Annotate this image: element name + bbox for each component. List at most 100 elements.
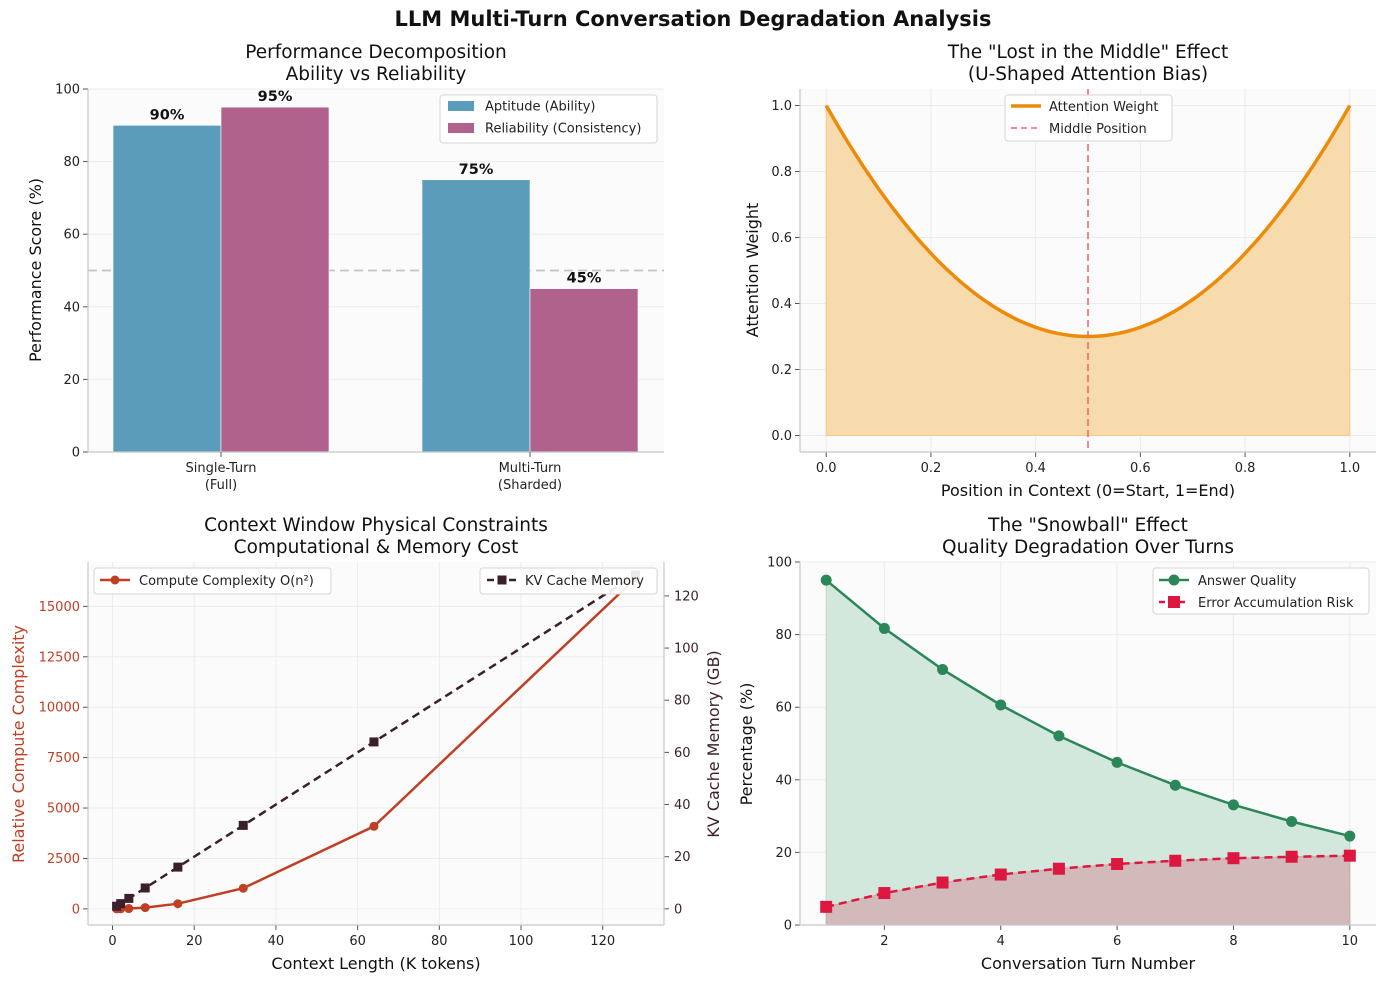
x-tick-label: 4 bbox=[997, 934, 1005, 949]
kv-cache-point bbox=[124, 893, 134, 903]
y-tick-label: 0.4 bbox=[771, 297, 792, 312]
y-axis-label: Attention Weight bbox=[743, 203, 762, 338]
x-tick-label: 2 bbox=[880, 934, 888, 949]
y-tick-label: 100 bbox=[55, 83, 80, 98]
legend-label: Compute Complexity O(n²) bbox=[139, 574, 314, 589]
y-axis-label-left: Relative Compute Complexity bbox=[9, 625, 28, 863]
panel-lost-in-the-middle: 0.0 0.2 0.4 0.6 0.8 1.0 0.0 0.2 0.4 0.6 0.8 1.0 Atte… bbox=[743, 42, 1376, 500]
chart-subtitle: Quality Degradation Over Turns bbox=[942, 537, 1234, 558]
x-axis-label: Context Length (K tokens) bbox=[271, 954, 480, 973]
bar-reliability-1 bbox=[529, 288, 639, 453]
error-risk-point bbox=[1111, 858, 1124, 871]
error-risk-point bbox=[936, 876, 949, 889]
chart-subtitle: Ability vs Reliability bbox=[286, 64, 467, 85]
figure-suptitle: LLM Multi-Turn Conversation Degradation … bbox=[395, 7, 992, 31]
error-risk-point bbox=[1227, 852, 1240, 865]
answer-quality-point bbox=[995, 699, 1007, 711]
bar-value-label: 95% bbox=[258, 89, 293, 105]
answer-quality-point bbox=[878, 622, 890, 634]
y-tick-label: 60 bbox=[775, 701, 792, 716]
y-tick-label: 0.0 bbox=[771, 429, 792, 444]
y-axis-label: Percentage (%) bbox=[737, 683, 756, 806]
error-risk-point bbox=[994, 868, 1007, 881]
legend-box bbox=[479, 567, 658, 595]
answer-quality-point bbox=[1053, 730, 1065, 742]
y-tick-label: 40 bbox=[63, 300, 80, 315]
y-tick-label: 12500 bbox=[39, 650, 80, 665]
bar-aptitude-0 bbox=[112, 125, 222, 453]
x-tick-label: 80 bbox=[431, 934, 448, 949]
y-tick-label: 80 bbox=[63, 155, 80, 170]
panel-context-window-constraints: 0 20 40 60 80 100 120 0 2500 5000 7500 10000 12500 15… bbox=[9, 515, 723, 973]
x-category-label: Single-Turn bbox=[185, 461, 256, 476]
legend-label: Answer Quality bbox=[1198, 574, 1297, 589]
legend-label: Middle Position bbox=[1049, 122, 1147, 137]
legend-label: KV Cache Memory bbox=[525, 574, 644, 589]
panel-performance-decomposition: 0 20 40 60 80 100 90% 75% 95% 45% Single-Turn (Full… bbox=[26, 42, 664, 493]
error-risk-point bbox=[1169, 854, 1182, 867]
bar-reliability-0 bbox=[220, 106, 330, 453]
compute-point bbox=[238, 883, 248, 893]
y-tick-label: 100 bbox=[767, 556, 792, 571]
chart-title: Performance Decomposition bbox=[245, 42, 507, 63]
legend-swatch bbox=[448, 101, 474, 111]
legend-marker-error bbox=[1168, 596, 1180, 608]
legend-box bbox=[1004, 94, 1173, 142]
x-tick-label: 6 bbox=[1113, 934, 1121, 949]
kv-cache-point bbox=[116, 899, 126, 909]
y-tick-label: 0.6 bbox=[771, 231, 792, 246]
x-tick-label: 60 bbox=[349, 934, 366, 949]
y-tick-label: 2500 bbox=[47, 852, 80, 867]
y-tick-label: 0 bbox=[72, 446, 80, 461]
x-tick-label: 0 bbox=[108, 934, 116, 949]
x-category-sublabel: (Sharded) bbox=[498, 478, 562, 493]
right-y-tick-label: 20 bbox=[674, 850, 691, 865]
answer-quality-point bbox=[937, 663, 949, 675]
chart-title: The "Lost in the Middle" Effect bbox=[947, 42, 1229, 63]
legend-marker-compute bbox=[110, 575, 120, 585]
answer-quality-point bbox=[1286, 816, 1298, 828]
error-risk-line bbox=[825, 854, 1350, 909]
bar-value-label: 90% bbox=[150, 107, 185, 123]
legend-marker-quality bbox=[1168, 574, 1180, 586]
x-tick-label: 40 bbox=[268, 934, 285, 949]
bar-value-label: 45% bbox=[567, 271, 602, 287]
x-tick-label: 100 bbox=[509, 934, 534, 949]
y-tick-label: 15000 bbox=[39, 600, 80, 615]
y-tick-label: 1.0 bbox=[771, 99, 792, 114]
x-tick-label: 120 bbox=[590, 934, 615, 949]
right-y-tick-label: 120 bbox=[674, 589, 699, 604]
right-y-tick-label: 80 bbox=[674, 694, 691, 709]
right-y-tick-label: 40 bbox=[674, 798, 691, 813]
y-tick-label: 5000 bbox=[47, 802, 80, 817]
chart-subtitle: (U-Shaped Attention Bias) bbox=[968, 64, 1208, 85]
x-axis-label: Position in Context (0=Start, 1=End) bbox=[941, 481, 1235, 500]
answer-quality-point bbox=[1344, 830, 1356, 842]
compute-point bbox=[369, 821, 379, 831]
x-tick-label: 10 bbox=[1342, 934, 1359, 949]
legend-label: Error Accumulation Risk bbox=[1198, 596, 1354, 611]
y-axis-label: Performance Score (%) bbox=[26, 178, 45, 362]
legend-label: Reliability (Consistency) bbox=[485, 122, 641, 137]
x-axis-label: Conversation Turn Number bbox=[981, 954, 1196, 973]
kv-cache-point bbox=[238, 820, 248, 830]
legend-swatch bbox=[448, 123, 474, 133]
y-tick-label: 60 bbox=[63, 228, 80, 243]
legend-box bbox=[439, 94, 658, 144]
kv-cache-point bbox=[369, 737, 379, 747]
x-tick-label: 0.6 bbox=[1130, 461, 1151, 476]
answer-quality-point bbox=[1169, 779, 1181, 791]
error-risk-point bbox=[1052, 862, 1065, 875]
error-risk-point bbox=[1343, 849, 1356, 862]
chart-title: Context Window Physical Constraints bbox=[204, 515, 548, 536]
y-tick-label: 40 bbox=[775, 773, 792, 788]
chart-title: The "Snowball" Effect bbox=[987, 515, 1188, 536]
compute-point bbox=[140, 903, 150, 913]
answer-quality-point bbox=[1111, 756, 1123, 768]
legend-label: Aptitude (Ability) bbox=[485, 100, 596, 115]
y-axis-label-right: KV Cache Memory (GB) bbox=[704, 650, 723, 837]
x-tick-label: 1.0 bbox=[1339, 461, 1360, 476]
kv-cache-point bbox=[140, 883, 150, 893]
